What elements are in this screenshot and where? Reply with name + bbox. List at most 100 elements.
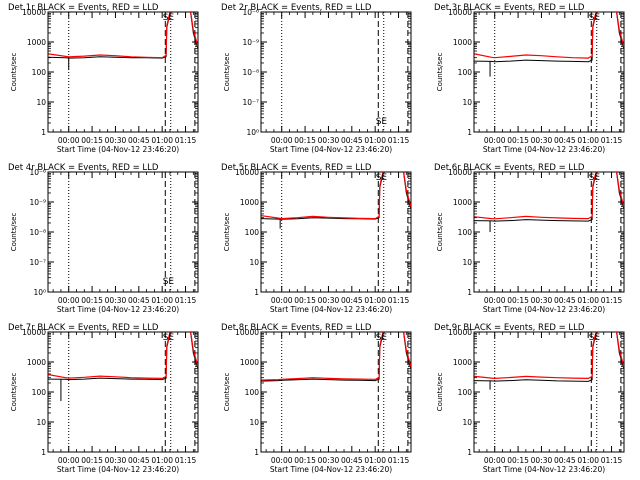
x-tick-label: 00:00	[484, 296, 506, 305]
y-tick-label: 10	[462, 258, 472, 267]
y-tick-label: 100	[458, 388, 473, 397]
x-tick-label: 00:15	[81, 456, 103, 465]
x-tick-label: 01:15	[601, 136, 623, 145]
panel-9: Det 9r BLACK = Events, RED = LLD 1 10 100 10…	[434, 323, 625, 474]
x-tick-label: 01:00	[151, 136, 173, 145]
x-tick-label: 00:45	[341, 456, 363, 465]
y-tick-label: 10⁰	[246, 128, 259, 137]
x-tick-label: 00:45	[128, 456, 150, 465]
y-axis-label: Counts/sec	[223, 213, 231, 252]
plot-frame	[47, 171, 199, 293]
series-red-lld	[474, 172, 624, 220]
x-tick-label: 00:00	[58, 296, 80, 305]
se-marker: SE	[163, 277, 175, 287]
chart-title: Det 8r BLACK = Events, RED = LLD	[221, 323, 372, 333]
x-tick-label: 00:15	[81, 296, 103, 305]
x-tick-label: 00:15	[294, 456, 316, 465]
se-marker: SE	[163, 333, 175, 343]
x-tick-label: 01:15	[175, 456, 197, 465]
x-tick-label: 00:00	[271, 136, 293, 145]
y-tick-label: 1	[467, 448, 472, 457]
series-black-events	[474, 332, 624, 382]
x-tick-label: 01:00	[577, 456, 599, 465]
x-tick-label: 00:45	[128, 136, 150, 145]
series-red-lld	[261, 172, 411, 220]
x-tick-label: 01:15	[388, 456, 410, 465]
x-tick-label: 00:45	[554, 296, 576, 305]
x-tick-label: 00:30	[531, 136, 553, 145]
y-axis-label: Counts/sec	[223, 53, 231, 92]
chart-title: Det 3r BLACK = Events, RED = LLD	[434, 3, 585, 13]
x-tick-label: 00:00	[271, 296, 293, 305]
y-tick-label: 1000	[453, 38, 472, 47]
y-tick-label: 10	[36, 98, 46, 107]
series-red-lld	[48, 12, 198, 59]
y-tick-label: 1000	[27, 38, 46, 47]
series-group	[48, 12, 198, 70]
y-tick-label: 100	[32, 68, 47, 77]
x-axis-label: Start Time (04-Nov-12 23:46:20)	[483, 145, 605, 154]
y-axis-label: Counts/sec	[436, 213, 444, 252]
series-group	[261, 332, 411, 382]
se-marker: SE	[163, 13, 175, 23]
x-tick-label: 01:00	[364, 296, 386, 305]
y-tick-label: 100	[458, 68, 473, 77]
y-tick-label: 1	[467, 288, 472, 297]
x-axis-label: Start Time (04-Nov-12 23:46:20)	[57, 145, 179, 154]
se-marker: SE	[589, 173, 601, 183]
x-tick-label: 00:30	[531, 296, 553, 305]
panel-1: Det 1r BLACK = Events, RED = LLD 1 10 100 10…	[8, 3, 199, 154]
y-tick-label: 10⁻⁶	[29, 168, 46, 177]
series-black-events	[474, 172, 624, 222]
panel-3: Det 3r BLACK = Events, RED = LLD 1 10 100 10…	[434, 3, 625, 154]
x-tick-label: 00:30	[531, 456, 553, 465]
series-group	[474, 12, 624, 77]
y-tick-label: 10⁻⁸	[242, 68, 259, 77]
y-tick-label: 1	[41, 128, 46, 137]
series-red-lld	[261, 332, 411, 381]
y-tick-label: 10	[249, 258, 259, 267]
x-tick-label: 01:15	[175, 136, 197, 145]
series-red-lld	[474, 12, 624, 59]
y-tick-label: 1	[254, 448, 259, 457]
x-tick-label: 00:30	[318, 136, 340, 145]
y-tick-label: 100	[245, 228, 260, 237]
x-tick-label: 00:00	[484, 456, 506, 465]
chart-title: Det 1r BLACK = Events, RED = LLD	[8, 3, 159, 13]
x-tick-label: 00:15	[81, 136, 103, 145]
series-group	[474, 332, 624, 390]
y-tick-label: 10000	[235, 328, 259, 337]
x-tick-label: 00:30	[318, 296, 340, 305]
y-tick-label: 10	[462, 418, 472, 427]
series-red-lld	[474, 332, 624, 380]
x-axis-label: Start Time (04-Nov-12 23:46:20)	[57, 465, 179, 474]
se-marker: SE	[376, 117, 388, 127]
chart-title: Det 7r BLACK = Events, RED = LLD	[8, 323, 159, 333]
y-tick-label: 10000	[22, 328, 46, 337]
y-axis-label: Counts/sec	[436, 53, 444, 92]
y-axis-label: Counts/sec	[436, 373, 444, 412]
y-tick-label: 1	[254, 288, 259, 297]
x-axis-label: Start Time (04-Nov-12 23:46:20)	[483, 465, 605, 474]
x-tick-label: 00:15	[507, 136, 529, 145]
chart-title: Det 6r BLACK = Events, RED = LLD	[434, 163, 585, 173]
y-tick-label: 10⁻⁹	[242, 38, 259, 47]
y-tick-label: 10	[36, 418, 46, 427]
x-tick-label: 00:30	[318, 456, 340, 465]
panel-4: Det 4r BLACK = Events, RED = LLD 10⁰ 10⁻⁷ 1…	[8, 163, 199, 314]
x-axis-label: Start Time (04-Nov-12 23:46:20)	[57, 305, 179, 314]
se-marker: SE	[376, 173, 388, 183]
plot-frame	[473, 11, 625, 133]
x-tick-label: 01:00	[577, 136, 599, 145]
y-tick-label: 10000	[235, 168, 259, 177]
x-tick-label: 00:30	[105, 456, 127, 465]
x-tick-label: 00:00	[271, 456, 293, 465]
chart-title: Det 9r BLACK = Events, RED = LLD	[434, 323, 585, 333]
x-axis-label: Start Time (04-Nov-12 23:46:20)	[270, 465, 392, 474]
panel-2: Det 2r BLACK = Events, RED = LLD 10⁰ 10⁻⁷ 1…	[221, 3, 412, 154]
panel-6: Det 6r BLACK = Events, RED = LLD 1 10 100 10…	[434, 163, 625, 314]
y-tick-label: 1000	[240, 358, 259, 367]
x-tick-label: 01:15	[175, 296, 197, 305]
y-axis-label: Counts/sec	[10, 213, 18, 252]
y-tick-label: 10⁰	[33, 288, 46, 297]
